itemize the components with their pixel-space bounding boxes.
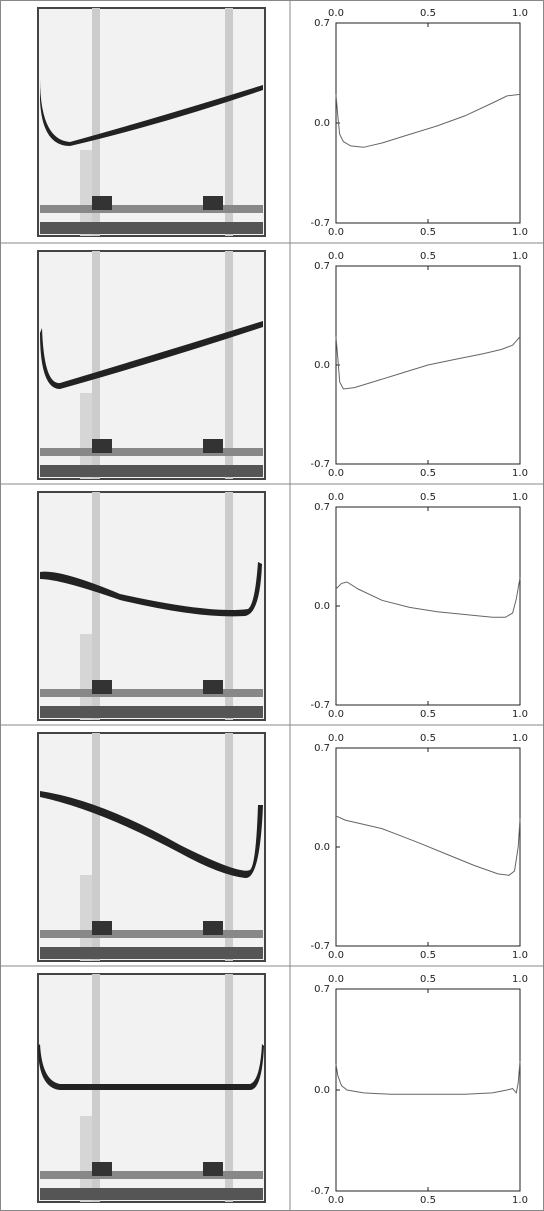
x-tick-label-top: 0.5 xyxy=(420,8,436,19)
y-tick-label: 0.7 xyxy=(314,984,330,995)
y-tick-label: -0.7 xyxy=(310,459,330,470)
figure: 0.00.00.50.51.01.0-0.70.00.70.00.00.50.5… xyxy=(0,0,544,1211)
x-tick-label-top: 1.0 xyxy=(512,733,528,744)
x-tick-label: 0.0 xyxy=(328,468,344,479)
y-tick-label: 0.7 xyxy=(314,502,330,513)
x-tick-label: 1.0 xyxy=(512,950,528,961)
x-tick-label-top: 1.0 xyxy=(512,8,528,19)
line xyxy=(336,1061,520,1094)
y-tick-label: -0.7 xyxy=(310,941,330,952)
x-tick-label-top: 0.5 xyxy=(420,733,436,744)
photo xyxy=(38,492,265,720)
x-tick-label: 0.0 xyxy=(328,227,344,238)
x-tick-label: 0.5 xyxy=(420,468,436,479)
x-tick-label: 0.5 xyxy=(420,227,436,238)
x-tick-label: 0.0 xyxy=(328,709,344,720)
y-tick-label: -0.7 xyxy=(310,218,330,229)
x-tick-label: 1.0 xyxy=(512,468,528,479)
x-tick-label-top: 0.0 xyxy=(328,251,344,262)
photo xyxy=(38,733,265,961)
x-tick-label: 0.0 xyxy=(328,950,344,961)
x-tick-label: 0.0 xyxy=(328,1195,344,1206)
y-tick-label: 0.0 xyxy=(314,1085,330,1096)
x-tick-label: 0.5 xyxy=(420,1195,436,1206)
y-tick-label: 0.7 xyxy=(314,18,330,29)
y-tick-label: 0.0 xyxy=(314,118,330,129)
y-tick-label: -0.7 xyxy=(310,1186,330,1197)
x-tick-label: 0.5 xyxy=(420,950,436,961)
y-tick-label: 0.7 xyxy=(314,261,330,272)
plot-frame xyxy=(336,989,520,1191)
y-tick-label: 0.7 xyxy=(314,743,330,754)
x-tick-label-top: 0.0 xyxy=(328,974,344,985)
plot-frame xyxy=(336,507,520,705)
y-tick-label: 0.0 xyxy=(314,601,330,612)
line xyxy=(336,337,520,389)
x-tick-label-top: 1.0 xyxy=(512,492,528,503)
plot-frame xyxy=(336,23,520,223)
x-tick-label-top: 1.0 xyxy=(512,251,528,262)
x-tick-label: 0.5 xyxy=(420,709,436,720)
line xyxy=(336,94,520,147)
y-tick-label: -0.7 xyxy=(310,700,330,711)
line xyxy=(336,816,520,875)
photo xyxy=(38,8,265,236)
photo xyxy=(38,974,265,1202)
x-tick-label-top: 0.0 xyxy=(328,8,344,19)
x-tick-label-top: 0.5 xyxy=(420,974,436,985)
x-tick-label: 1.0 xyxy=(512,709,528,720)
x-tick-label-top: 1.0 xyxy=(512,974,528,985)
x-tick-label-top: 0.0 xyxy=(328,492,344,503)
line xyxy=(336,578,520,618)
x-tick-label-top: 0.0 xyxy=(328,733,344,744)
y-tick-label: 0.0 xyxy=(314,360,330,371)
x-tick-label: 1.0 xyxy=(512,1195,528,1206)
x-tick-label: 1.0 xyxy=(512,227,528,238)
photo xyxy=(38,251,265,479)
y-tick-label: 0.0 xyxy=(314,842,330,853)
x-tick-label-top: 0.5 xyxy=(420,492,436,503)
x-tick-label-top: 0.5 xyxy=(420,251,436,262)
